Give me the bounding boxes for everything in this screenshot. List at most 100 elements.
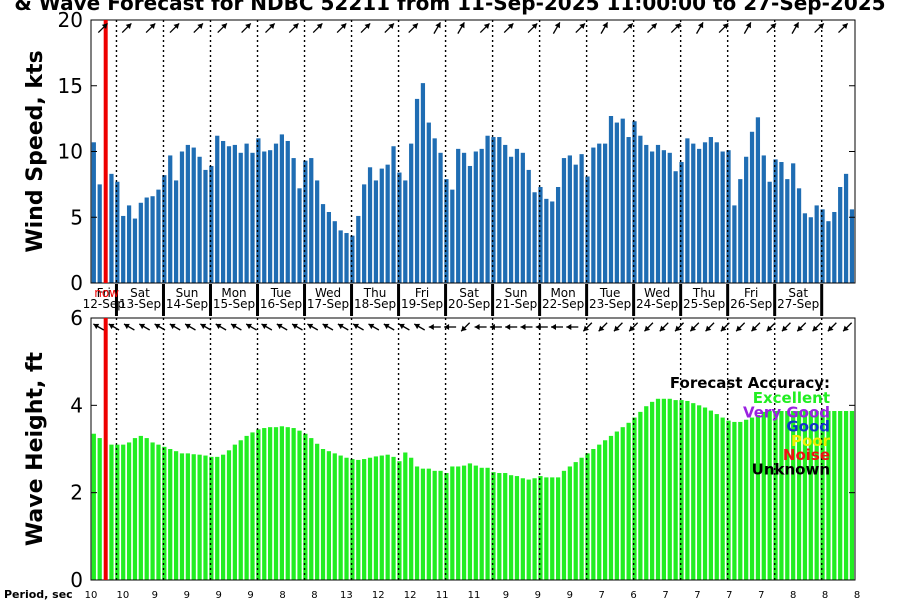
wind-bar: [450, 189, 455, 283]
period-value: 8: [822, 590, 828, 600]
wind-bar: [273, 143, 279, 283]
day-of-week-label: Sun: [505, 286, 528, 300]
wind-bar: [420, 83, 426, 284]
wave-bar: [456, 466, 461, 580]
wind-direction-arrow-head: [697, 22, 704, 29]
wind-bar: [738, 179, 743, 283]
wind-bar: [156, 189, 161, 283]
wave-ylabel: Wave Height, ft: [23, 351, 48, 546]
wave-bar: [168, 449, 173, 580]
wave-bar: [197, 454, 202, 580]
period-value: 9: [567, 590, 573, 600]
wind-bar: [573, 164, 578, 283]
wind-bar: [203, 169, 208, 283]
wave-bar: [661, 398, 666, 580]
wave-direction-arrow-head: [474, 324, 480, 330]
wave-direction-arrow: [93, 323, 105, 331]
wave-bar: [603, 440, 608, 580]
wind-bar: [444, 179, 449, 283]
day-strip-divider: [350, 284, 354, 316]
wave-bar: [115, 444, 120, 580]
day-date-label: 19-Sep: [401, 297, 443, 311]
wave-bar: [697, 405, 702, 580]
wave-direction-arrow: [689, 322, 700, 332]
wave-bar: [121, 444, 126, 580]
wind-bar: [414, 98, 420, 284]
wind-direction-arrow: [360, 22, 371, 34]
wave-bar: [749, 417, 755, 580]
wave-direction-arrow-head: [766, 325, 773, 332]
wind-bar: [297, 188, 302, 283]
period-value: 7: [598, 590, 604, 600]
wave-direction-arrow: [154, 323, 166, 331]
wind-direction-arrow: [265, 22, 276, 34]
wave-ytick-label: 2: [70, 481, 83, 505]
wave-direction-arrow-head: [812, 325, 819, 332]
wave-bar: [685, 400, 690, 580]
wave-bar: [297, 430, 302, 580]
wind-direction-arrow: [623, 22, 634, 34]
wind-ytick-label: 10: [58, 140, 83, 164]
wind-bar: [679, 162, 684, 283]
wave-direction-arrow: [413, 323, 426, 331]
day-strip-divider: [397, 284, 401, 316]
wind-bar: [197, 156, 202, 283]
wave-bar: [150, 442, 155, 580]
wave-direction-arrow: [598, 322, 608, 332]
wind-bar: [755, 117, 761, 283]
wind-bar: [309, 158, 314, 283]
wave-bar: [232, 444, 237, 580]
wind-direction-arrow: [457, 22, 465, 34]
wave-direction-arrow-head: [353, 323, 360, 330]
wave-bar: [250, 432, 255, 580]
wave-bar: [567, 466, 572, 580]
wave-bar: [514, 476, 520, 580]
wind-direction-arrow: [695, 22, 704, 34]
wave-direction-arrow-head: [566, 324, 572, 330]
wave-bar: [503, 473, 508, 580]
wind-bar: [585, 176, 590, 283]
wind-bar: [397, 172, 402, 283]
period-value: 7: [662, 590, 668, 600]
wave-ytick-label: 4: [70, 393, 83, 417]
period-value: 12: [372, 590, 385, 600]
wind-bar: [691, 143, 696, 283]
wind-direction-arrow-head: [435, 22, 441, 29]
wave-direction-arrow-head: [736, 325, 742, 332]
wave-direction-arrow-head: [124, 323, 130, 330]
wind-direction-arrow: [169, 22, 180, 34]
wind-ytick-label: 5: [70, 205, 83, 229]
wave-direction-arrow-head: [598, 325, 605, 332]
wind-bar: [232, 144, 237, 283]
period-value: 8: [790, 590, 796, 600]
wave-direction-arrow-head: [200, 323, 207, 330]
day-strip-divider: [491, 284, 495, 316]
wind-bar: [820, 209, 825, 283]
wave-direction-arrow: [245, 323, 257, 331]
period-value: 8: [311, 590, 317, 600]
period-value: 9: [503, 590, 509, 600]
day-strip-divider: [114, 284, 118, 316]
day-strip-divider: [632, 284, 636, 316]
wind-direction-arrow: [814, 22, 825, 34]
wind-direction-arrow-head: [292, 23, 299, 30]
wind-bar: [391, 146, 396, 283]
wind-bar: [362, 184, 367, 284]
wind-direction-arrow: [433, 22, 442, 34]
wave-direction-arrow: [428, 324, 441, 330]
legend-item: Good: [786, 418, 830, 436]
wave-bar: [620, 427, 625, 580]
wind-direction-arrow: [217, 22, 228, 34]
wave-bar: [744, 419, 749, 580]
wave-direction-arrow-head: [690, 325, 697, 332]
wave-bar: [344, 457, 349, 580]
wave-bar: [238, 440, 243, 580]
day-of-week-label: Sat: [788, 286, 808, 300]
wind-direction-arrow: [97, 22, 108, 34]
wave-direction-arrow-head: [383, 323, 390, 330]
day-strip-divider: [256, 284, 260, 316]
wave-direction-arrow-head: [185, 323, 191, 330]
wave-bar: [461, 465, 467, 580]
wind-bar: [620, 118, 625, 284]
